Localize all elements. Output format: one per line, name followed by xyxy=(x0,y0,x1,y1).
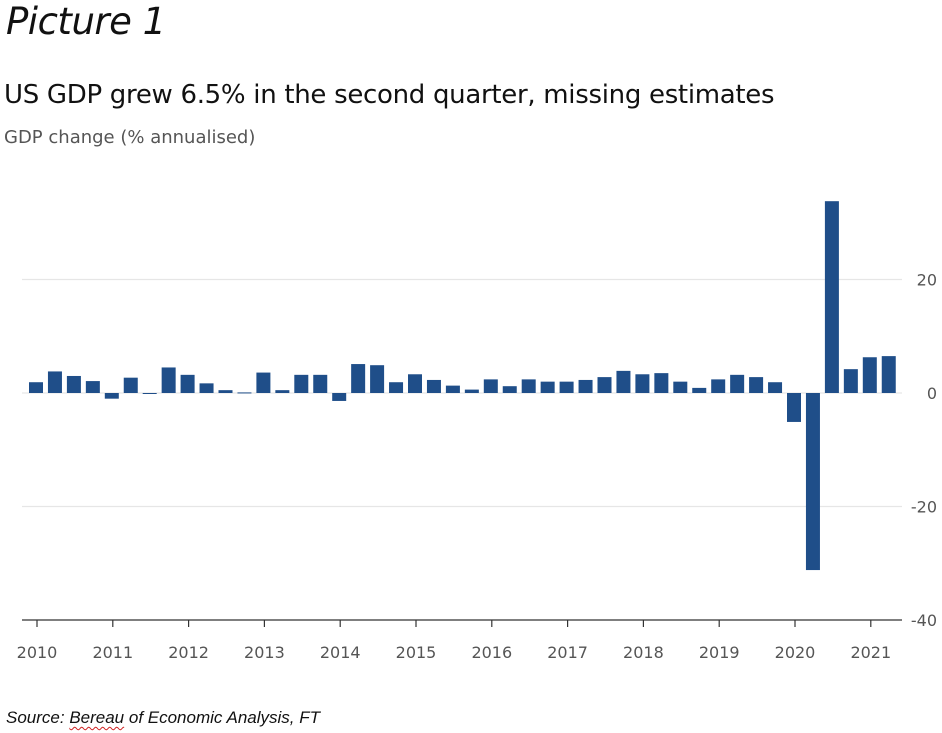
bar xyxy=(370,365,385,393)
bar xyxy=(85,381,100,393)
x-tick-labels: 2010 2011 2012 2013 2014 2015 2016 2017 2018 2019… xyxy=(17,643,892,662)
bar xyxy=(635,374,650,393)
bar xyxy=(730,374,745,393)
source-suffix: of Economic Analysis, FT xyxy=(124,708,321,727)
bar xyxy=(483,379,498,393)
x-tick-label: 2012 xyxy=(168,643,209,662)
y-tick-label: -40 xyxy=(911,611,937,630)
bar xyxy=(275,390,290,393)
bar xyxy=(408,374,422,393)
y-tick-label: 20 xyxy=(917,271,937,290)
bar xyxy=(161,367,176,393)
chart-subtitle: GDP change (% annualised) xyxy=(4,127,256,148)
x-axis xyxy=(22,619,902,627)
bar xyxy=(66,375,81,393)
bar xyxy=(692,387,707,393)
bar xyxy=(464,389,479,393)
x-tick-label: 2014 xyxy=(320,643,361,662)
bar xyxy=(749,377,764,393)
bar xyxy=(104,393,119,399)
bar xyxy=(351,364,366,393)
y-tick-labels: 20 0 -20 -40 xyxy=(911,271,937,631)
x-tick-label: 2010 xyxy=(17,643,58,662)
bar xyxy=(654,373,669,393)
bar xyxy=(256,372,271,393)
bar xyxy=(389,382,404,393)
source-prefix: Source: xyxy=(6,708,70,727)
bar xyxy=(521,379,536,393)
bar xyxy=(313,374,328,393)
bar xyxy=(711,379,726,393)
x-tick-label: 2018 xyxy=(623,643,664,662)
chart-title: US GDP grew 6.5% in the second quarter, … xyxy=(4,80,775,110)
bar xyxy=(787,393,801,422)
y-tick-label: -20 xyxy=(911,498,937,517)
bar xyxy=(824,201,839,393)
x-tick-label: 2017 xyxy=(547,643,588,662)
bar xyxy=(218,390,233,393)
bar xyxy=(332,393,347,401)
bar xyxy=(559,381,574,393)
x-tick-label: 2015 xyxy=(396,643,437,662)
bar xyxy=(47,371,62,393)
bar xyxy=(540,381,555,393)
source-note: Source: Bereau of Economic Analysis, FT xyxy=(6,708,320,728)
bar xyxy=(123,377,138,393)
bar xyxy=(237,392,252,394)
bar xyxy=(502,386,517,393)
bar xyxy=(29,382,43,393)
bars xyxy=(29,201,896,571)
bar xyxy=(862,357,877,393)
x-tick-label: 2019 xyxy=(699,643,740,662)
bar xyxy=(881,356,896,393)
bar xyxy=(199,383,214,393)
bar xyxy=(578,379,593,393)
x-tick-label: 2020 xyxy=(775,643,816,662)
bar xyxy=(426,379,441,393)
source-misspelled-word: Bereau xyxy=(69,708,125,727)
bar xyxy=(597,377,612,393)
x-tick-label: 2021 xyxy=(850,643,891,662)
bar xyxy=(142,393,157,394)
picture-label: Picture 1 xyxy=(6,0,166,43)
bar xyxy=(445,385,460,393)
x-tick-label: 2013 xyxy=(244,643,285,662)
x-tick-label: 2011 xyxy=(92,643,133,662)
bar xyxy=(768,382,783,393)
bar xyxy=(616,370,631,393)
x-tick-label: 2016 xyxy=(471,643,512,662)
y-tick-label: 0 xyxy=(927,384,937,403)
bar xyxy=(843,369,858,393)
bar xyxy=(805,393,820,571)
bar xyxy=(673,381,688,393)
bar xyxy=(294,374,309,393)
bar xyxy=(180,374,195,393)
